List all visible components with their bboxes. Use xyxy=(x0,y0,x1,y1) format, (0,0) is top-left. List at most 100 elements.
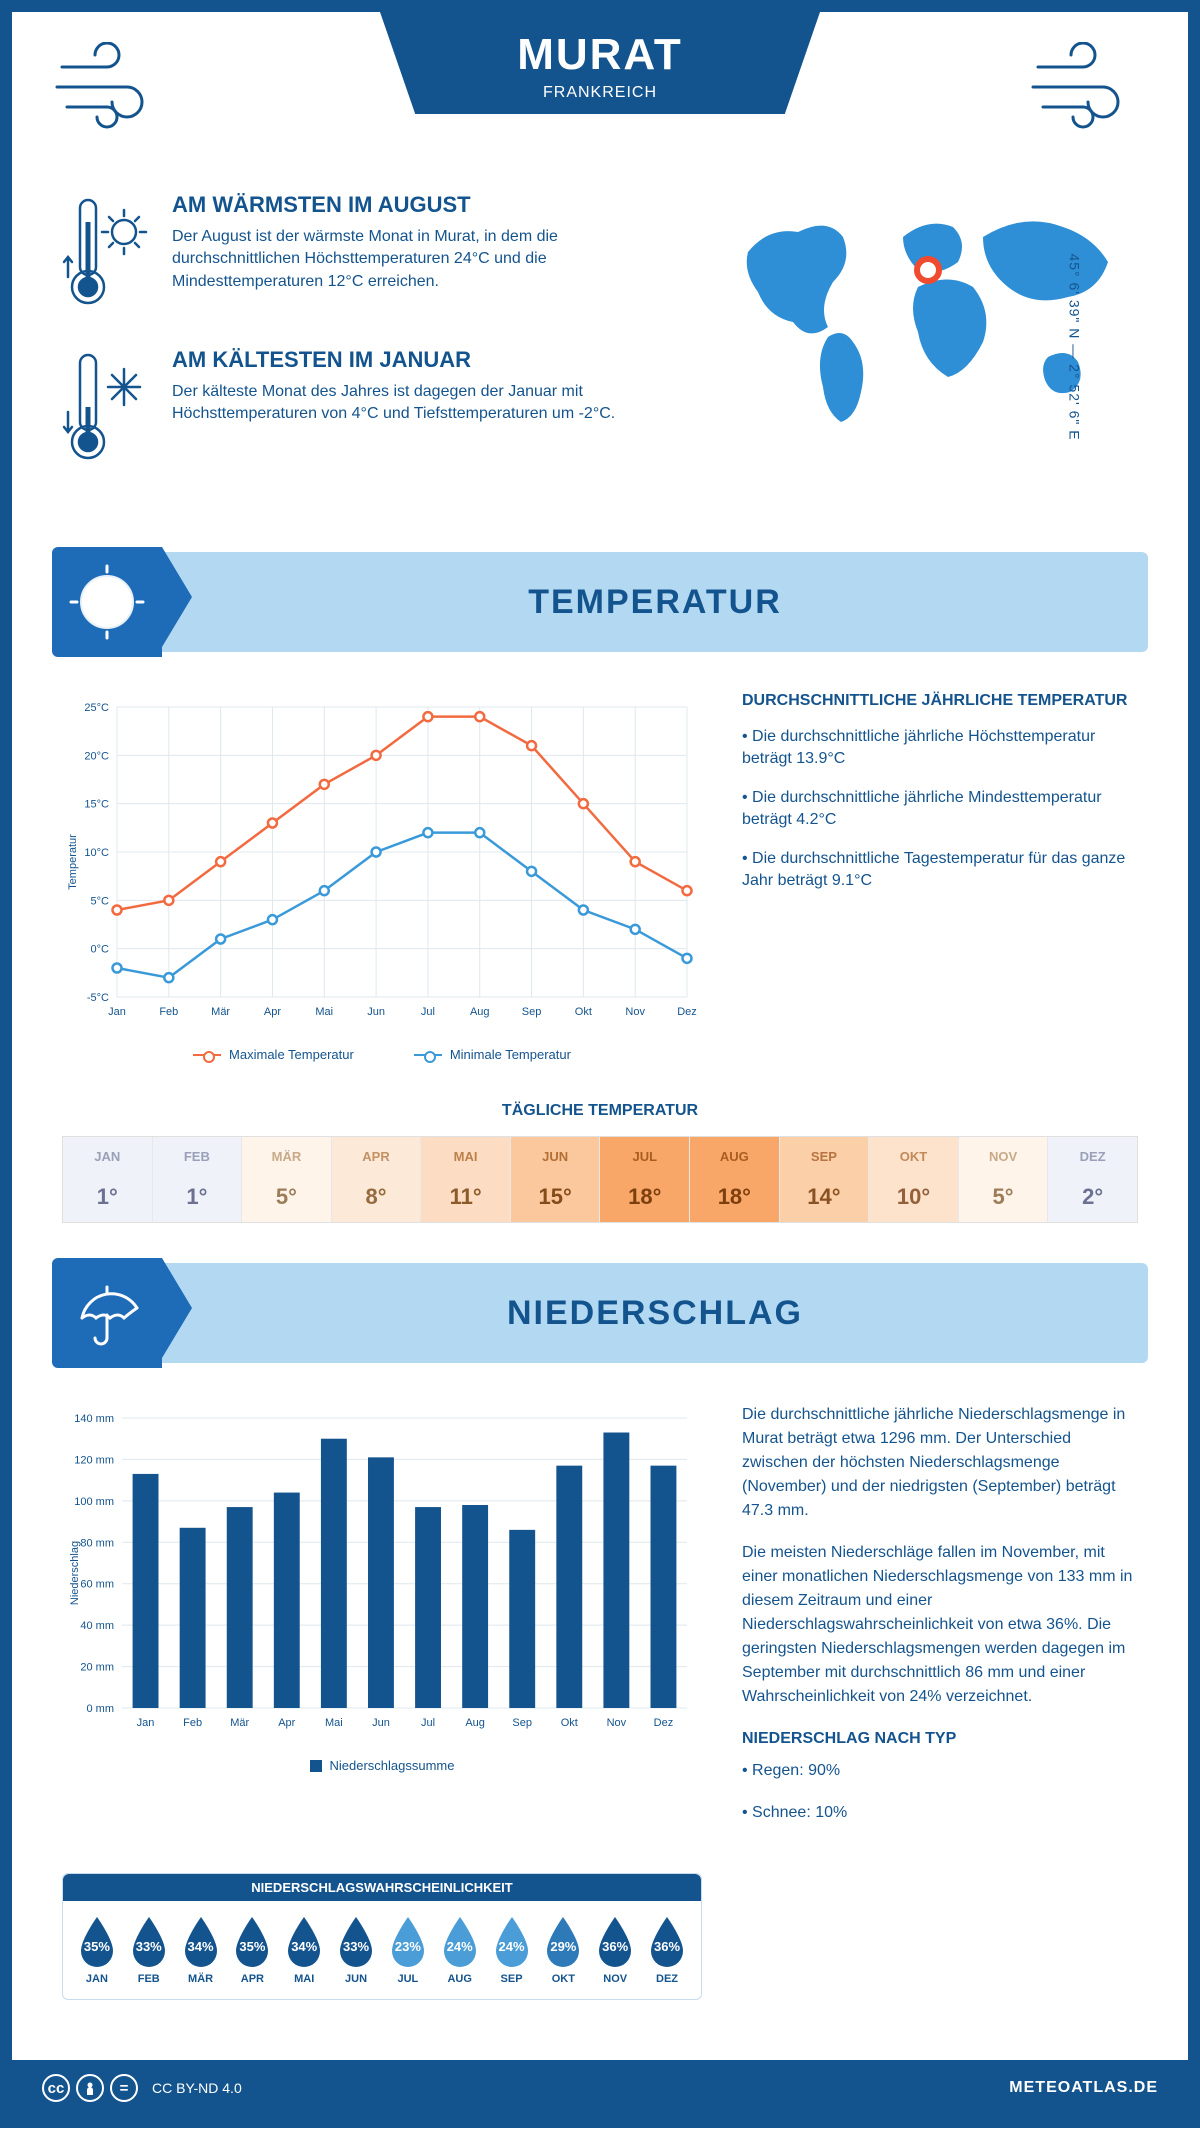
thermometer-hot-icon xyxy=(62,192,152,317)
drop-cell: 35%APR xyxy=(228,1915,276,1985)
precip-type-heading: NIEDERSCHLAG NACH TYP xyxy=(742,1727,1138,1751)
svg-text:Niederschlag: Niederschlag xyxy=(69,1541,81,1605)
svg-text:Temperatur: Temperatur xyxy=(67,834,79,890)
precipitation-bar-chart: 0 mm20 mm40 mm60 mm80 mm100 mm120 mm140 … xyxy=(62,1403,702,1843)
svg-text:5°C: 5°C xyxy=(91,895,110,907)
license-badges: cc = CC BY-ND 4.0 xyxy=(42,2074,242,2102)
drop-cell: 23%JUL xyxy=(384,1915,432,1985)
infographic-container: MURAT FRANKREICH AM WÄRMSTEN IM AUGUST D… xyxy=(0,0,1200,2128)
header: MURAT FRANKREICH xyxy=(12,12,1188,182)
precipitation-probability: NIEDERSCHLAGSWAHRSCHEINLICHKEIT 35%JAN33… xyxy=(12,1863,1188,2030)
daily-temperature-table: TÄGLICHE TEMPERATUR JAN1°FEB1°MÄR5°APR8°… xyxy=(12,1082,1188,1243)
precipitation-summary-text: Die durchschnittliche jährliche Niedersc… xyxy=(742,1403,1138,1843)
legend-min-label: Minimale Temperatur xyxy=(450,1047,571,1062)
temp-cell: JUL18° xyxy=(600,1137,690,1222)
warmest-text: Der August ist der wärmste Monat in Mura… xyxy=(172,226,678,293)
svg-text:15°C: 15°C xyxy=(84,799,109,811)
svg-text:0 mm: 0 mm xyxy=(87,1703,115,1715)
wind-icon xyxy=(52,42,172,137)
precip-prob-title: NIEDERSCHLAGSWAHRSCHEINLICHKEIT xyxy=(63,1874,701,1901)
drop-cell: 29%OKT xyxy=(539,1915,587,1985)
svg-text:Mär: Mär xyxy=(230,1717,249,1729)
temp-cell: APR8° xyxy=(332,1137,422,1222)
umbrella-icon xyxy=(52,1258,162,1368)
sun-icon xyxy=(52,547,162,657)
svg-text:-5°C: -5°C xyxy=(87,992,109,1004)
svg-text:Dez: Dez xyxy=(654,1717,674,1729)
nd-icon: = xyxy=(110,2074,138,2102)
temperature-line-chart: -5°C0°C5°C10°C15°C20°C25°CJanFebMärAprMa… xyxy=(62,692,702,1062)
drop-cell: 33%FEB xyxy=(125,1915,173,1985)
title-banner: MURAT FRANKREICH xyxy=(380,12,820,114)
svg-text:0°C: 0°C xyxy=(91,944,110,956)
svg-text:Aug: Aug xyxy=(465,1717,485,1729)
svg-text:140 mm: 140 mm xyxy=(74,1413,114,1425)
temperature-heading: TEMPERATUR xyxy=(162,583,1148,622)
legend-max-label: Maximale Temperatur xyxy=(229,1047,354,1062)
precip-text-p2: Die meisten Niederschläge fallen im Nove… xyxy=(742,1541,1138,1709)
svg-text:120 mm: 120 mm xyxy=(74,1454,114,1466)
precipitation-heading: NIEDERSCHLAG xyxy=(162,1294,1148,1333)
svg-text:Jul: Jul xyxy=(421,1006,435,1018)
svg-text:Mär: Mär xyxy=(211,1006,230,1018)
svg-text:100 mm: 100 mm xyxy=(74,1496,114,1508)
country-subtitle: FRANKREICH xyxy=(380,84,820,102)
drop-cell: 35%JAN xyxy=(73,1915,121,1985)
svg-text:Okt: Okt xyxy=(575,1006,592,1018)
temp-cell: OKT10° xyxy=(869,1137,959,1222)
legend-precip-label: Niederschlagssumme xyxy=(330,1758,455,1773)
drop-cell: 24%AUG xyxy=(436,1915,484,1985)
coldest-fact: AM KÄLTESTEN IM JANUAR Der kälteste Mona… xyxy=(62,347,678,472)
temp-text-p2: • Die durchschnittliche jährliche Mindes… xyxy=(742,787,1138,832)
drop-cell: 36%NOV xyxy=(591,1915,639,1985)
temperature-section-banner: TEMPERATUR xyxy=(52,552,1148,652)
temp-text-p3: • Die durchschnittliche Tagestemperatur … xyxy=(742,848,1138,893)
svg-text:Apr: Apr xyxy=(264,1006,281,1018)
svg-text:Sep: Sep xyxy=(522,1006,542,1018)
precipitation-section: 0 mm20 mm40 mm60 mm80 mm100 mm120 mm140 … xyxy=(12,1383,1188,1863)
temp-cell: JUN15° xyxy=(511,1137,601,1222)
svg-text:80 mm: 80 mm xyxy=(80,1537,114,1549)
license-text: CC BY-ND 4.0 xyxy=(152,2080,242,2096)
temp-cell: FEB1° xyxy=(153,1137,243,1222)
svg-text:20°C: 20°C xyxy=(84,750,109,762)
drop-cell: 36%DEZ xyxy=(643,1915,691,1985)
brand-name: METEOATLAS.DE xyxy=(1009,2079,1158,2097)
svg-text:Nov: Nov xyxy=(607,1717,627,1729)
temp-cell: JAN1° xyxy=(63,1137,153,1222)
warmest-fact: AM WÄRMSTEN IM AUGUST Der August ist der… xyxy=(62,192,678,317)
svg-text:Jul: Jul xyxy=(421,1717,435,1729)
svg-text:Jan: Jan xyxy=(108,1006,126,1018)
cc-icon: cc xyxy=(42,2074,70,2102)
precip-chart-legend: Niederschlagssumme xyxy=(62,1758,702,1773)
drop-cell: 34%MÄR xyxy=(177,1915,225,1985)
svg-text:Jan: Jan xyxy=(137,1717,155,1729)
temp-cell: NOV5° xyxy=(959,1137,1049,1222)
temp-cell: MAI11° xyxy=(421,1137,511,1222)
by-icon xyxy=(76,2074,104,2102)
drop-cell: 33%JUN xyxy=(332,1915,380,1985)
city-title: MURAT xyxy=(380,30,820,80)
svg-text:Feb: Feb xyxy=(159,1006,178,1018)
thermometer-cold-icon xyxy=(62,347,152,472)
temperature-facts: AM WÄRMSTEN IM AUGUST Der August ist der… xyxy=(62,192,678,502)
footer: cc = CC BY-ND 4.0 METEOATLAS.DE xyxy=(12,2060,1188,2116)
precip-text-p1: Die durchschnittliche jährliche Niedersc… xyxy=(742,1403,1138,1523)
svg-text:Apr: Apr xyxy=(278,1717,295,1729)
temperature-section: -5°C0°C5°C10°C15°C20°C25°CJanFebMärAprMa… xyxy=(12,672,1188,1082)
svg-text:Sep: Sep xyxy=(512,1717,532,1729)
svg-text:Mai: Mai xyxy=(315,1006,333,1018)
temperature-summary-text: DURCHSCHNITTLICHE JÄHRLICHE TEMPERATUR •… xyxy=(742,692,1138,1062)
temp-cell: MÄR5° xyxy=(242,1137,332,1222)
svg-text:Feb: Feb xyxy=(183,1717,202,1729)
drop-cell: 24%SEP xyxy=(488,1915,536,1985)
precipitation-section-banner: NIEDERSCHLAG xyxy=(52,1263,1148,1363)
svg-text:Jun: Jun xyxy=(372,1717,390,1729)
world-map: 45° 6' 39" N — 2° 52' 6" E xyxy=(718,192,1138,502)
svg-text:Aug: Aug xyxy=(470,1006,490,1018)
drop-cell: 34%MAI xyxy=(280,1915,328,1985)
coordinates: 45° 6' 39" N — 2° 52' 6" E xyxy=(1066,253,1082,440)
svg-text:60 mm: 60 mm xyxy=(80,1579,114,1591)
svg-text:25°C: 25°C xyxy=(84,702,109,714)
warmest-title: AM WÄRMSTEN IM AUGUST xyxy=(172,192,678,218)
